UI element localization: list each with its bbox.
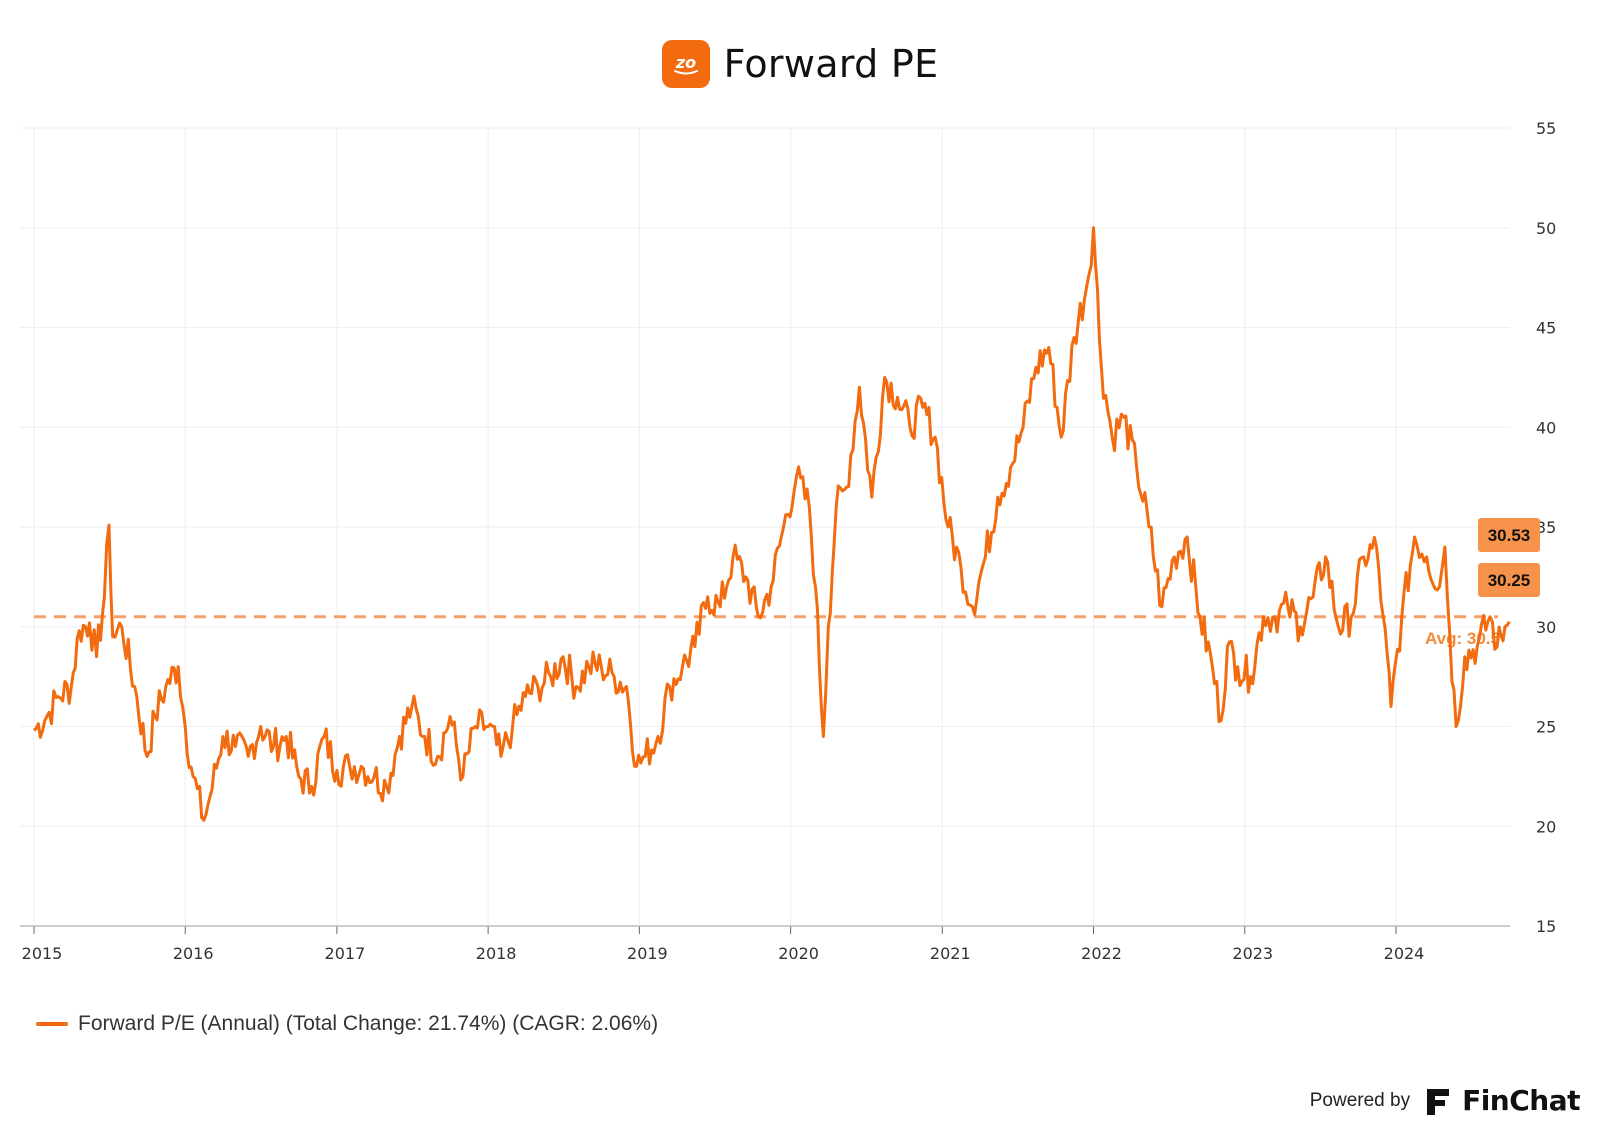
powered-by-text: Powered by [1309, 1089, 1411, 1111]
x-tick-label: 2015 [22, 944, 63, 963]
y-tick-label: 25 [1536, 718, 1556, 737]
end-value-label: 30.25 [1488, 571, 1531, 590]
svg-text:zo: zo [674, 53, 695, 72]
y-tick-label: 20 [1536, 817, 1556, 836]
x-tick-label: 2021 [930, 944, 971, 963]
series-layer [32, 226, 1511, 822]
axes: 15 20 25 30 35 40 45 50 55 2015 2016 2017 2018 2019 20… [20, 119, 1556, 963]
y-tick-label: 50 [1536, 219, 1556, 238]
y-tick-label: 15 [1536, 917, 1556, 936]
x-tick-label: 2017 [325, 944, 366, 963]
end-value-badge [1478, 518, 1540, 552]
value-labels: 30.53 30.25 [1478, 518, 1540, 597]
page-title: Forward PE [723, 42, 939, 86]
finchat-brand-name: FinChat [1462, 1084, 1580, 1117]
y-tick-label: 45 [1536, 319, 1556, 338]
finchat-logo-icon [1427, 1088, 1450, 1115]
x-tick-label: 2022 [1081, 944, 1122, 963]
y-tick-label: 30 [1536, 618, 1556, 637]
y-tick-label: 35 [1536, 518, 1556, 537]
zo-logo-glyph: zo [673, 53, 698, 75]
footer: Powered by FinChat [1309, 1084, 1581, 1117]
y-tick-label: 55 [1536, 119, 1556, 138]
company-logo-icon: zo [661, 40, 710, 88]
x-tick-label: 2016 [173, 944, 214, 963]
x-tick-label: 2020 [778, 944, 819, 963]
end-value-label: 30.53 [1488, 526, 1531, 545]
average-line-group: Avg: 30.5 [34, 615, 1500, 648]
legend-label: Forward P/E (Annual) (Total Change: 21.7… [78, 1012, 659, 1035]
y-tick-label: 40 [1536, 418, 1556, 437]
forward-pe-chart: Avg: 30.5 15 20 25 30 35 40 45 50 55 2015 2016 2017… [20, 119, 1556, 963]
x-tick-label: 2024 [1384, 944, 1425, 963]
legend-swatch [36, 1022, 68, 1026]
chart-legend[interactable]: Forward P/E (Annual) (Total Change: 21.7… [36, 1012, 658, 1036]
finchat-brand[interactable]: FinChat [1422, 1084, 1580, 1117]
end-value-badge [1478, 563, 1540, 597]
chart-header: zo Forward PE [0, 36, 1600, 92]
average-label: Avg: 30.5 [1425, 629, 1500, 648]
grid-lines [20, 127, 1510, 927]
x-tick-label: 2023 [1232, 944, 1273, 963]
forward-pe-series-line [32, 226, 1511, 822]
x-tick-label: 2018 [476, 944, 517, 963]
x-tick-label: 2019 [627, 944, 668, 963]
